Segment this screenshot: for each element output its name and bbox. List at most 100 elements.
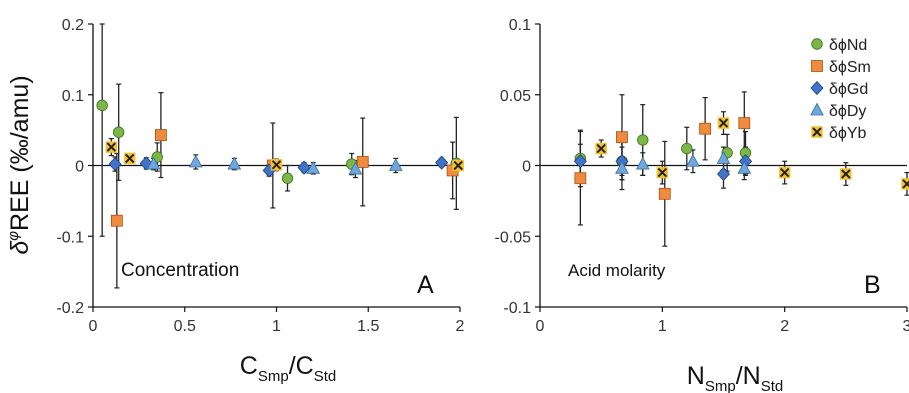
panel-b-point-nd	[681, 142, 693, 155]
legend-label-gd: δϕGd	[829, 81, 868, 98]
panel-a-x-tick-label: 1	[272, 318, 281, 335]
panel-b-xlabel-slash: /N	[736, 362, 761, 390]
panel-b-point-sm	[616, 131, 628, 144]
panel-b-y-tick-label: 0	[522, 159, 531, 176]
panel-a-point-gd	[297, 160, 311, 175]
panel-a-point-dy	[146, 156, 161, 170]
panel-a-x-tick-label: 0.5	[174, 318, 196, 335]
panel-b-point-yb-cross	[718, 118, 729, 128]
panel-b-xlabel-sub2: Std	[761, 378, 784, 393]
panel-a-label: A	[417, 271, 434, 299]
panel-b-x-tick-label: 0	[536, 318, 545, 335]
panel-b-point-yb	[717, 117, 730, 129]
panel-a-point-yb	[452, 159, 464, 172]
panel-b-y-tick-label: -0.1	[503, 300, 531, 317]
panel-b-point-yb-cross	[902, 179, 909, 189]
panel-a-xlabel-sub1: Smp	[258, 368, 289, 385]
legend-label-yb: δϕYb	[829, 125, 867, 142]
y-axis-label: δφREE (‰/amu)	[5, 75, 34, 254]
panel-a-x-tick-label: 2	[456, 318, 465, 335]
panel-b-label: B	[864, 271, 881, 299]
panel-a-xlabel-slash: /C	[289, 352, 314, 380]
legend-marker-yb	[811, 126, 823, 138]
panel-b-point-yb	[901, 178, 909, 190]
panel-a-point-dy	[306, 160, 321, 174]
panel-a-annotation: Concentration	[121, 260, 239, 281]
panel-a-point-yb	[105, 141, 118, 153]
panel-a-point-dy	[188, 154, 203, 168]
panel-a-point-sm	[154, 129, 167, 141]
panel-b-point-gd	[716, 166, 731, 182]
panel-b-point-dy	[737, 160, 752, 174]
panel-b-point-dy	[635, 156, 650, 170]
legend-label-nd: δϕNd	[829, 37, 867, 54]
panel-a-y-tick-label: -0.2	[56, 300, 84, 317]
panel-a-point-yb-cross	[271, 160, 282, 170]
panel-b-marks: -0.1 -0.05 0 0.05 0.1 0 1 2 3	[495, 17, 909, 335]
panel-a-point-dy	[348, 161, 363, 175]
panel-a-point-yb-cross	[124, 153, 135, 164]
legend-marker-sm	[811, 60, 823, 72]
panel-b-point-nd	[637, 134, 649, 146]
panel-a-point-gd	[435, 155, 449, 170]
y-axis-label-sup: φ	[5, 231, 22, 241]
panel-b-point-yb	[595, 142, 607, 155]
panel-b-point-dy	[686, 153, 700, 167]
panel-b-y-tick-label: -0.05	[495, 229, 532, 246]
panel-a-point-gd	[108, 156, 122, 172]
panel-b-annotation: Acid molarity	[568, 261, 666, 280]
panel-b-point-yb-cross	[779, 167, 790, 178]
panel-a-y-tick-label: 0.1	[62, 88, 84, 105]
legend-marker-gd	[810, 80, 824, 96]
panel-b-point-yb-cross	[657, 167, 668, 178]
y-axis-label-rest: REE (‰/amu)	[6, 75, 34, 231]
panel-b-x-tick-label: 2	[780, 318, 789, 335]
legend-marker-dy	[810, 102, 824, 116]
panel-a-xlabel-main: C	[240, 352, 258, 380]
panel-a-x-axis-label: CSmp/CStd	[240, 352, 336, 385]
panel-a-point-yb-cross	[453, 160, 463, 171]
panel-a-point-yb	[270, 159, 283, 171]
panel-a-point-nd	[281, 172, 294, 184]
panel-a-point-sm	[356, 156, 369, 168]
panel-b-point-sm	[658, 187, 671, 200]
panel-a-x-tick-label: 0	[89, 318, 98, 335]
panel-a-point-sm	[110, 214, 123, 227]
panel-b-xlabel-sub1: Smp	[705, 378, 736, 393]
panel-a-y-tick-label: -0.1	[56, 229, 84, 246]
panel-b-point-yb-cross	[596, 143, 606, 154]
panel-b-point-yb	[840, 168, 852, 180]
y-axis-label-delta: δ	[6, 240, 34, 255]
legend: δϕNd δϕSm δϕGd δϕDy δϕYb	[810, 37, 871, 142]
panel-a-y-tick-label: 0	[75, 159, 84, 176]
panel-b-y-tick-label: 0.05	[500, 88, 531, 105]
panel-b-point-yb	[656, 166, 669, 179]
legend-label-dy: δϕDy	[829, 103, 866, 120]
panel-b-point-sm	[699, 122, 712, 135]
panel-b-x-tick-label: 3	[903, 318, 909, 335]
panel-b-point-sm	[738, 117, 751, 129]
panel-a-y-tick-label: 0.2	[62, 17, 84, 34]
panel-b-point-dy	[615, 160, 629, 174]
panel-a-marks: -0.2 -0.1 0 0.1 0.2 0 0.5 1 1.5 2	[56, 17, 464, 335]
panel-b-point-dy	[716, 151, 731, 164]
panel-b-y-tick-label: 0.1	[509, 17, 531, 34]
panel-b-x-axis-label: NSmp/NStd	[687, 362, 783, 393]
panel-a-point-nd	[112, 126, 125, 138]
panel-a-point-dy	[388, 158, 403, 171]
legend-marker-nd	[811, 38, 823, 50]
legend-marker-yb-cross	[812, 127, 822, 137]
panel-b-xlabel-main: N	[687, 362, 705, 390]
panel-a-xlabel-sub2: Std	[314, 368, 337, 385]
panel-a: -0.2 -0.1 0 0.1 0.2 0 0.5 1 1.5 2 Concentration A…	[56, 17, 464, 385]
legend-label-sm: δϕSm	[829, 59, 871, 76]
panel-b-point-yb	[778, 166, 791, 179]
panel-b-point-sm	[574, 172, 587, 185]
panel-a-x-tick-label: 1.5	[357, 318, 379, 335]
panel-b-x-tick-label: 1	[658, 318, 667, 335]
panel-a-point-dy	[227, 156, 242, 170]
panel-a-point-nd	[96, 99, 108, 112]
panel-a-point-yb-cross	[106, 142, 117, 152]
